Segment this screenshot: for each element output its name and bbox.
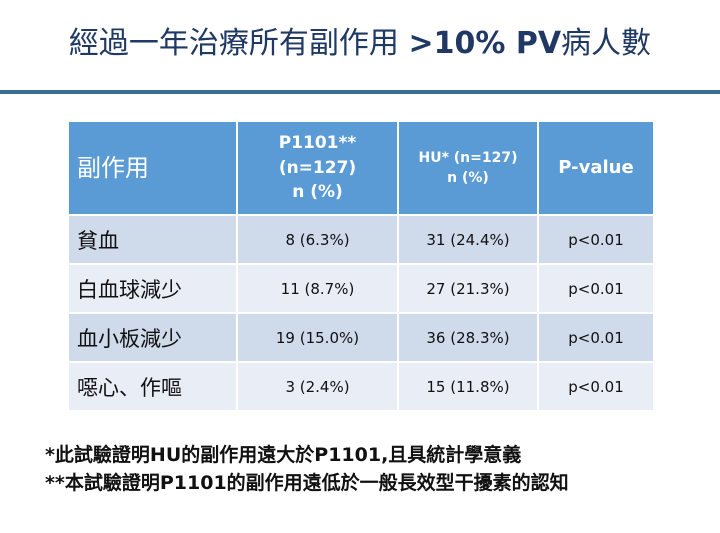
row-p1101: 8 (6.3%) [236,214,399,265]
table-row: 貧血 8 (6.3%) 31 (24.4%) p<0.01 [67,214,655,265]
row-p1101: 3 (2.4%) [236,361,399,412]
title-suffix: 病人數 [561,26,652,61]
slide-title: 經過一年治療所有副作用 >10% PV病人數 [0,18,720,62]
table-row: 白血球減少 11 (8.7%) 27 (21.3%) p<0.01 [67,263,655,314]
footnote-hu: *此試驗證明HU的副作用遠大於P1101,且具統計學意義 [45,444,522,466]
header-p1101-label: P1101** (n=127) [278,133,357,178]
table-header-row: 副作用 P1101** (n=127) n (%) HU* (n=127) n … [67,120,655,216]
table-row: 血小板減少 19 (15.0%) 36 (28.3%) p<0.01 [67,312,655,363]
row-name: 白血球減少 [67,263,238,314]
row-p1101: 11 (8.7%) [236,263,399,314]
row-pvalue: p<0.01 [537,361,655,412]
footnotes: *此試驗證明HU的副作用遠大於P1101,且具統計學意義 **本試驗證明P110… [45,441,705,497]
header-p1101: P1101** (n=127) n (%) [236,120,399,216]
footnote-p1101: **本試驗證明P1101的副作用遠低於一般長效型干擾素的認知 [45,472,569,494]
row-pvalue: p<0.01 [537,214,655,265]
row-hu: 27 (21.3%) [397,263,539,314]
row-hu: 15 (11.8%) [397,361,539,412]
side-effects-table: 副作用 P1101** (n=127) n (%) HU* (n=127) n … [67,120,655,412]
row-p1101: 19 (15.0%) [236,312,399,363]
header-hu: HU* (n=127) n (%) [397,120,539,216]
header-hu-label: HU* (n=127) [418,149,518,166]
title-latin: >10% PV [408,26,562,61]
header-hu-unit: n (%) [447,170,489,186]
title-divider [0,90,720,94]
title-cjk: 經過一年治療所有副作用 [68,26,409,61]
row-hu: 31 (24.4%) [397,214,539,265]
row-hu: 36 (28.3%) [397,312,539,363]
row-name: 貧血 [67,214,238,265]
header-pvalue: P-value [537,120,655,216]
table-row: 噁心、作嘔 3 (2.4%) 15 (11.8%) p<0.01 [67,361,655,412]
row-name: 血小板減少 [67,312,238,363]
row-pvalue: p<0.01 [537,263,655,314]
row-pvalue: p<0.01 [537,312,655,363]
header-side-effect: 副作用 [67,120,238,216]
row-name: 噁心、作嘔 [67,361,238,412]
header-p1101-unit: n (%) [292,182,343,203]
